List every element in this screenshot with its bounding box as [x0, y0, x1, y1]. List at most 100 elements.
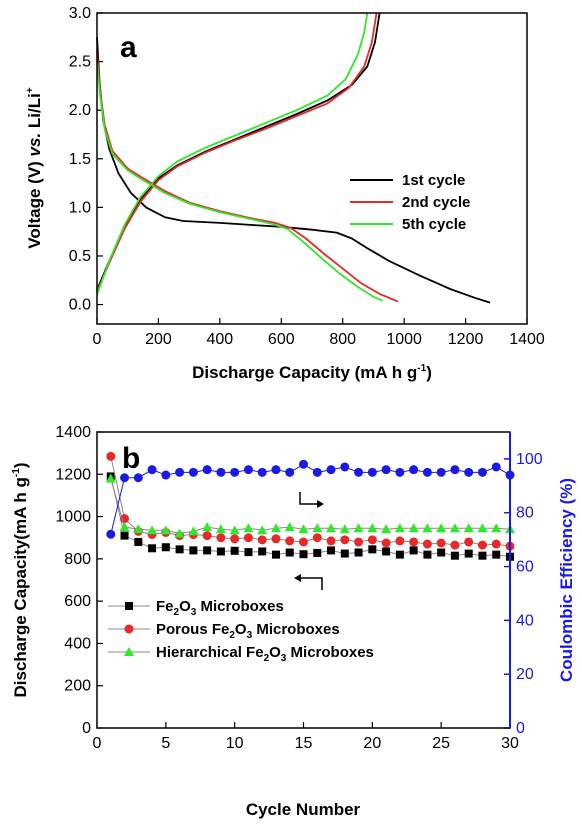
series-2-point: [340, 535, 350, 545]
series-4-point: [230, 467, 240, 477]
chart-a-legend: 1st cycle 2nd cycle 5th cycle: [350, 172, 470, 233]
series-3-point: [174, 528, 185, 538]
series-4-point: [312, 467, 322, 477]
series-3-point: [449, 523, 460, 533]
chart-b-ylabel: Discharge Capacity(mA h g-1): [11, 462, 30, 697]
chart-b-annotation-arrows: [294, 492, 324, 590]
series-3-point: [312, 523, 323, 533]
series-1-point: [271, 550, 280, 559]
series-line-2-discharge: [96, 51, 399, 303]
chart-b-xtick-label: 5: [161, 735, 170, 752]
arrow-right-axis-icon: [299, 492, 318, 505]
series-3-point: [284, 522, 295, 532]
series-line-1-discharge: [96, 37, 491, 304]
series-1-point: [395, 550, 404, 559]
chart-a-ytick-label: 1.5: [69, 151, 91, 168]
series-3-point: [367, 523, 378, 533]
chart-b-xtick-label: 10: [226, 735, 244, 752]
series-4-point: [367, 467, 377, 477]
chart-b-ytick-label: 600: [64, 593, 91, 610]
series-3-point: [257, 525, 268, 535]
series-4-point: [477, 467, 487, 477]
chart-b-ytick-right-label: 100: [516, 451, 543, 468]
chart-a-xtick-label: 400: [207, 331, 234, 348]
chart-b-xtick-label: 0: [93, 735, 102, 752]
series-4-point: [175, 467, 185, 477]
series-line-1-charge: [96, 12, 381, 291]
series-4-point: [381, 465, 391, 475]
legend-entry-2: 2nd cycle: [402, 194, 470, 211]
series-1-point: [216, 547, 225, 556]
series-1-point: [148, 544, 157, 553]
series-4-point: [133, 473, 143, 483]
series-1-point: [340, 549, 349, 558]
series-3-point: [243, 523, 254, 533]
series-3-point: [160, 525, 171, 535]
series-2-point: [381, 538, 391, 548]
series-3-point: [270, 523, 281, 533]
series-3-point: [353, 523, 364, 533]
chart-b-ytick-label: 200: [64, 678, 91, 695]
series-3-point: [298, 524, 309, 534]
series-1-point: [120, 531, 129, 540]
series-3-point: [436, 523, 447, 533]
series-1-point: [134, 537, 143, 546]
series-line-4: [110, 463, 511, 535]
series-1-point: [382, 547, 391, 556]
chart-b-ytick-label: 0: [82, 720, 91, 737]
chart-b-series: [105, 451, 515, 561]
series-3-point: [133, 524, 144, 534]
chart-b-ytick-label: 400: [64, 635, 91, 652]
legend-entry-3: 5th cycle: [402, 216, 466, 233]
series-3-point: [119, 522, 130, 532]
series-3-point: [463, 523, 474, 533]
chart-a-ylabel: Voltage (V) vs. Li/Li+: [25, 87, 44, 249]
chart-a-panel-label: a: [120, 31, 137, 64]
chart-b-xtick-label: 15: [295, 735, 313, 752]
series-1-point: [409, 546, 418, 555]
series-2-point: [106, 451, 116, 461]
chart-b-panel-label: b: [122, 442, 140, 475]
series-2-point: [326, 536, 336, 546]
series-4-point: [161, 470, 171, 480]
series-3-point: [188, 526, 199, 536]
chart-b-ytick-label: 1000: [55, 509, 91, 526]
chart-b-ytick-right-label: 0: [516, 720, 525, 737]
chart-a-ytick-label: 1.0: [69, 199, 91, 216]
series-2-point: [216, 533, 226, 543]
chart-a-xtick-label: 1400: [509, 331, 545, 348]
series-2-point: [299, 537, 308, 547]
series-line-2-charge: [96, 12, 378, 293]
series-1-point: [464, 549, 473, 558]
chart-a-ytick-label: 3.0: [69, 5, 91, 22]
chart-a-ticks: 0 200 400 600 800 1000 1200 1400 0.0 0.5 1.0 1.5 2.0…: [69, 5, 545, 348]
series-1-point: [478, 551, 487, 560]
series-2-point: [491, 539, 501, 549]
series-1-point: [450, 551, 459, 560]
legend-b-marker-3: [124, 647, 134, 656]
series-4-point: [340, 462, 350, 472]
chart-b-ytick-right-label: 40: [516, 612, 534, 629]
series-4-point: [354, 467, 364, 477]
chart-b-ytick-right-label: 60: [516, 559, 534, 576]
series-4-point: [257, 467, 267, 477]
series-3-point: [326, 523, 337, 533]
series-4-point: [395, 467, 405, 477]
series-1-point: [492, 550, 501, 559]
chart-a-ytick-label: 2.5: [69, 54, 91, 71]
chart-a-xtick-label: 200: [145, 331, 172, 348]
chart-b: 0 5 10 15 20 25 300200400600800100012001400020…: [11, 424, 576, 819]
series-4-point: [326, 465, 336, 475]
chart-a-xtick-label: 1200: [448, 331, 484, 348]
series-1-point: [299, 550, 308, 559]
chart-a-ytick-label: 0.0: [69, 297, 91, 314]
series-3-point: [381, 524, 392, 534]
series-2-point: [409, 537, 419, 547]
series-3-point: [422, 523, 433, 533]
series-4-point: [422, 467, 432, 477]
series-line-3: [110, 478, 511, 535]
series-2-point: [312, 533, 322, 543]
legend-b-marker-1: [125, 602, 133, 610]
series-4-point: [491, 462, 501, 472]
series-2-point: [436, 538, 446, 548]
